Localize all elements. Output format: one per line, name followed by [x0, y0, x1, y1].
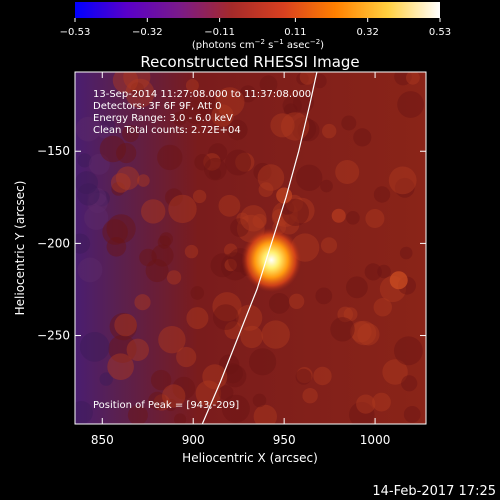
info-line-detectors: Detectors: 3F 6F 9F, Att 0: [93, 101, 221, 112]
y-tick-label: −150: [37, 144, 70, 158]
x-axis-label: Heliocentric X (arcsec): [182, 451, 318, 465]
colorbar-tick-label: 0.32: [357, 27, 379, 38]
info-block: 13-Sep-2014 11:27:08.000 to 11:37:08.000…: [93, 89, 311, 136]
info-line-energy: Energy Range: 3.0 - 6.0 keV: [93, 113, 233, 124]
colorbar-ticks: −0.53 −0.32 −0.11 0.11 0.32 0.53: [60, 18, 451, 38]
x-tick-label: 1000: [360, 433, 391, 447]
solar-limb-line: [201, 72, 318, 424]
colorbar-tick-label: −0.53: [60, 27, 91, 38]
colorbar-tick-label: −0.11: [204, 27, 235, 38]
image-area: [75, 72, 426, 424]
footer-timestamp: 14-Feb-2017 17:25: [372, 484, 496, 499]
colorbar-units-label: (photons cm−2 s−1 asec−2): [192, 38, 324, 51]
chart-title: Reconstructed RHESSI Image: [140, 53, 359, 71]
x-tick-label: 950: [273, 433, 296, 447]
colorbar-tick-label: −0.32: [132, 27, 163, 38]
x-tick-label: 850: [91, 433, 114, 447]
y-tick-label: −200: [37, 236, 70, 250]
info-line-time: 13-Sep-2014 11:27:08.000 to 11:37:08.000: [93, 89, 311, 100]
axis-ticks: 850 900 950 1000 −150 −200 −250: [37, 72, 426, 447]
colorbar-tick-label: 0.53: [429, 27, 451, 38]
y-axis-label: Heliocentric Y (arcsec): [13, 181, 27, 316]
colorbar-tick-label: 0.11: [284, 27, 306, 38]
peak-position-label: Position of Peak = [943,-209]: [93, 400, 239, 411]
plot-frame: [74, 71, 427, 425]
x-tick-label: 900: [182, 433, 205, 447]
peak-source: [241, 228, 302, 292]
colorbar: [75, 2, 440, 18]
info-line-counts: Clean Total counts: 2.72E+04: [93, 125, 241, 136]
y-tick-label: −250: [37, 329, 70, 343]
